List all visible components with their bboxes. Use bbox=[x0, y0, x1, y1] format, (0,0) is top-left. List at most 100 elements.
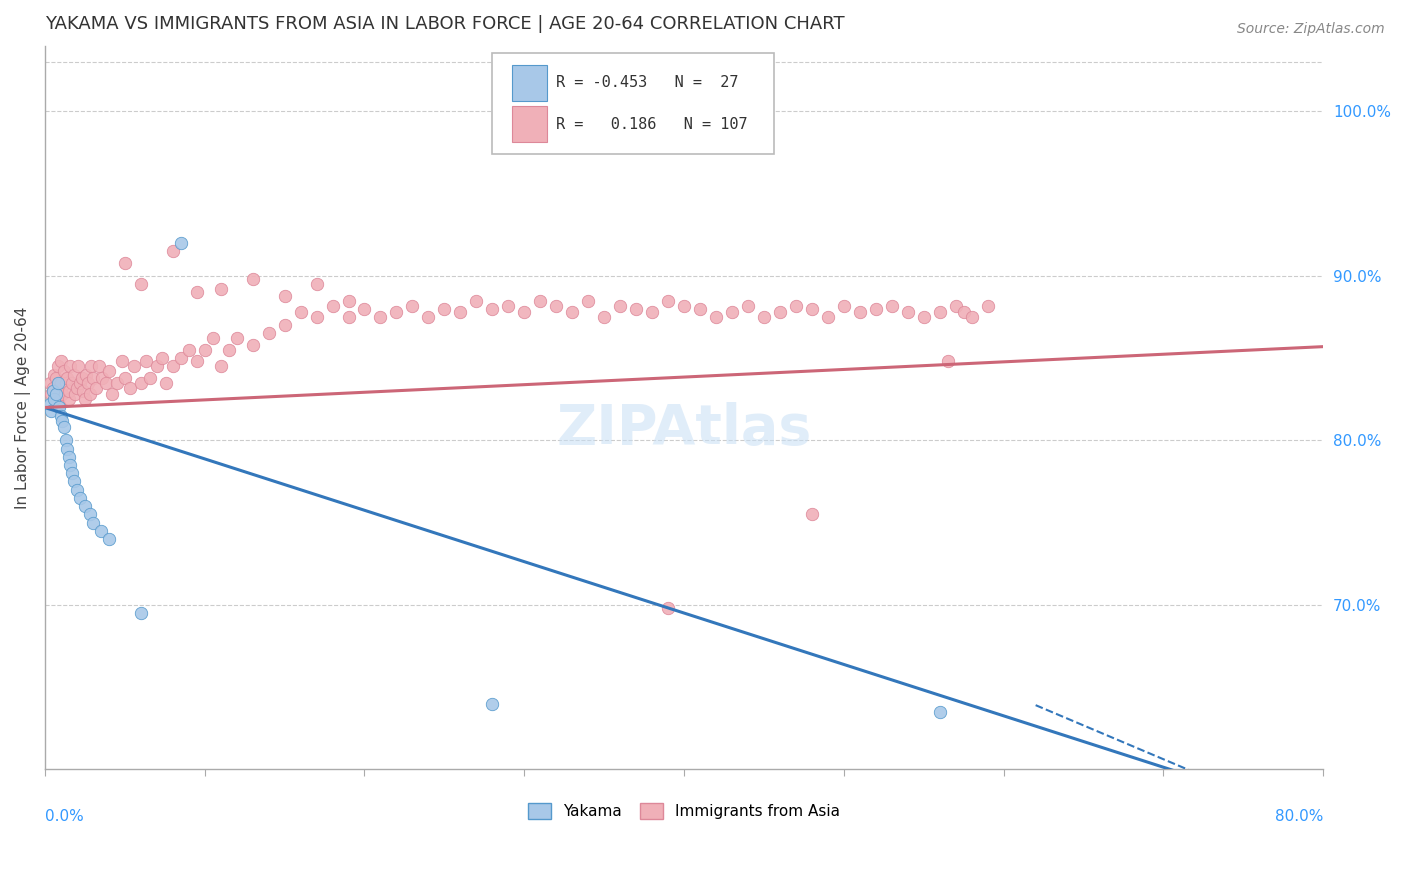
Point bbox=[880, 299, 903, 313]
Point bbox=[624, 301, 647, 316]
Point bbox=[80, 359, 103, 374]
Point bbox=[337, 310, 360, 324]
Point bbox=[66, 483, 89, 497]
Bar bbox=[512, 65, 547, 101]
Point bbox=[48, 397, 70, 411]
Point bbox=[73, 499, 96, 513]
Point bbox=[976, 299, 998, 313]
Point bbox=[65, 387, 87, 401]
Point bbox=[58, 392, 80, 407]
Point bbox=[370, 310, 392, 324]
Point bbox=[51, 414, 73, 428]
Point bbox=[225, 331, 247, 345]
Point bbox=[62, 475, 84, 489]
Point bbox=[800, 301, 823, 316]
Point bbox=[689, 301, 711, 316]
Point bbox=[69, 376, 91, 390]
Point bbox=[105, 376, 128, 390]
Text: R = -0.453   N =  27: R = -0.453 N = 27 bbox=[557, 75, 738, 90]
Point bbox=[69, 491, 91, 505]
Point bbox=[114, 256, 136, 270]
Point bbox=[45, 387, 67, 401]
Point bbox=[673, 299, 696, 313]
Point bbox=[561, 305, 583, 319]
Point bbox=[865, 301, 887, 316]
Point bbox=[110, 354, 132, 368]
Text: Source: ZipAtlas.com: Source: ZipAtlas.com bbox=[1237, 22, 1385, 37]
Point bbox=[101, 387, 124, 401]
Point bbox=[546, 299, 568, 313]
Point bbox=[481, 697, 503, 711]
Point bbox=[418, 310, 440, 324]
Point bbox=[118, 381, 141, 395]
Point bbox=[56, 442, 79, 456]
Point bbox=[657, 601, 679, 615]
Point bbox=[305, 310, 328, 324]
Point bbox=[817, 310, 839, 324]
Point bbox=[135, 354, 157, 368]
Point bbox=[60, 467, 83, 481]
Point bbox=[498, 299, 520, 313]
Point bbox=[42, 384, 65, 398]
Point bbox=[55, 376, 77, 390]
Point bbox=[273, 318, 295, 333]
Point bbox=[945, 299, 967, 313]
Point bbox=[129, 277, 152, 292]
Point bbox=[849, 305, 872, 319]
Point bbox=[49, 354, 72, 368]
Point bbox=[800, 508, 823, 522]
Point bbox=[44, 392, 66, 407]
Point bbox=[114, 371, 136, 385]
Point bbox=[785, 299, 807, 313]
Point bbox=[150, 351, 173, 366]
Point bbox=[832, 299, 855, 313]
Point bbox=[53, 420, 76, 434]
Point bbox=[79, 387, 101, 401]
Point bbox=[46, 376, 69, 390]
Point bbox=[912, 310, 935, 324]
Point bbox=[752, 310, 775, 324]
Point bbox=[62, 368, 84, 382]
Point bbox=[51, 387, 73, 401]
Point bbox=[737, 299, 759, 313]
Point bbox=[337, 293, 360, 308]
Y-axis label: In Labor Force | Age 20-64: In Labor Force | Age 20-64 bbox=[15, 306, 31, 508]
Point bbox=[59, 458, 82, 472]
Point bbox=[129, 376, 152, 390]
Point bbox=[45, 371, 67, 385]
Point bbox=[385, 305, 408, 319]
Point bbox=[609, 299, 631, 313]
Point bbox=[124, 359, 146, 374]
Point bbox=[59, 359, 82, 374]
Point bbox=[72, 384, 94, 398]
Text: R =   0.186   N = 107: R = 0.186 N = 107 bbox=[557, 117, 748, 132]
Point bbox=[242, 338, 264, 352]
Point bbox=[55, 434, 77, 448]
Point bbox=[481, 301, 503, 316]
Point bbox=[305, 277, 328, 292]
Bar bbox=[512, 106, 547, 143]
Point bbox=[952, 305, 974, 319]
Point bbox=[194, 343, 217, 357]
Point bbox=[39, 387, 62, 401]
Point bbox=[66, 381, 89, 395]
Point bbox=[97, 532, 120, 546]
Point bbox=[82, 516, 104, 530]
Point bbox=[657, 293, 679, 308]
Point bbox=[513, 305, 536, 319]
Point bbox=[162, 359, 184, 374]
Point bbox=[170, 235, 193, 250]
Point bbox=[928, 705, 950, 719]
Point bbox=[90, 524, 112, 538]
FancyBboxPatch shape bbox=[492, 53, 773, 154]
Legend: Yakama, Immigrants from Asia: Yakama, Immigrants from Asia bbox=[520, 796, 848, 827]
Point bbox=[139, 371, 162, 385]
Point bbox=[82, 371, 104, 385]
Point bbox=[38, 397, 60, 411]
Point bbox=[89, 359, 111, 374]
Point bbox=[257, 326, 280, 341]
Text: ZIPAtlas: ZIPAtlas bbox=[557, 402, 811, 456]
Point bbox=[56, 371, 79, 385]
Point bbox=[53, 364, 76, 378]
Point bbox=[449, 305, 471, 319]
